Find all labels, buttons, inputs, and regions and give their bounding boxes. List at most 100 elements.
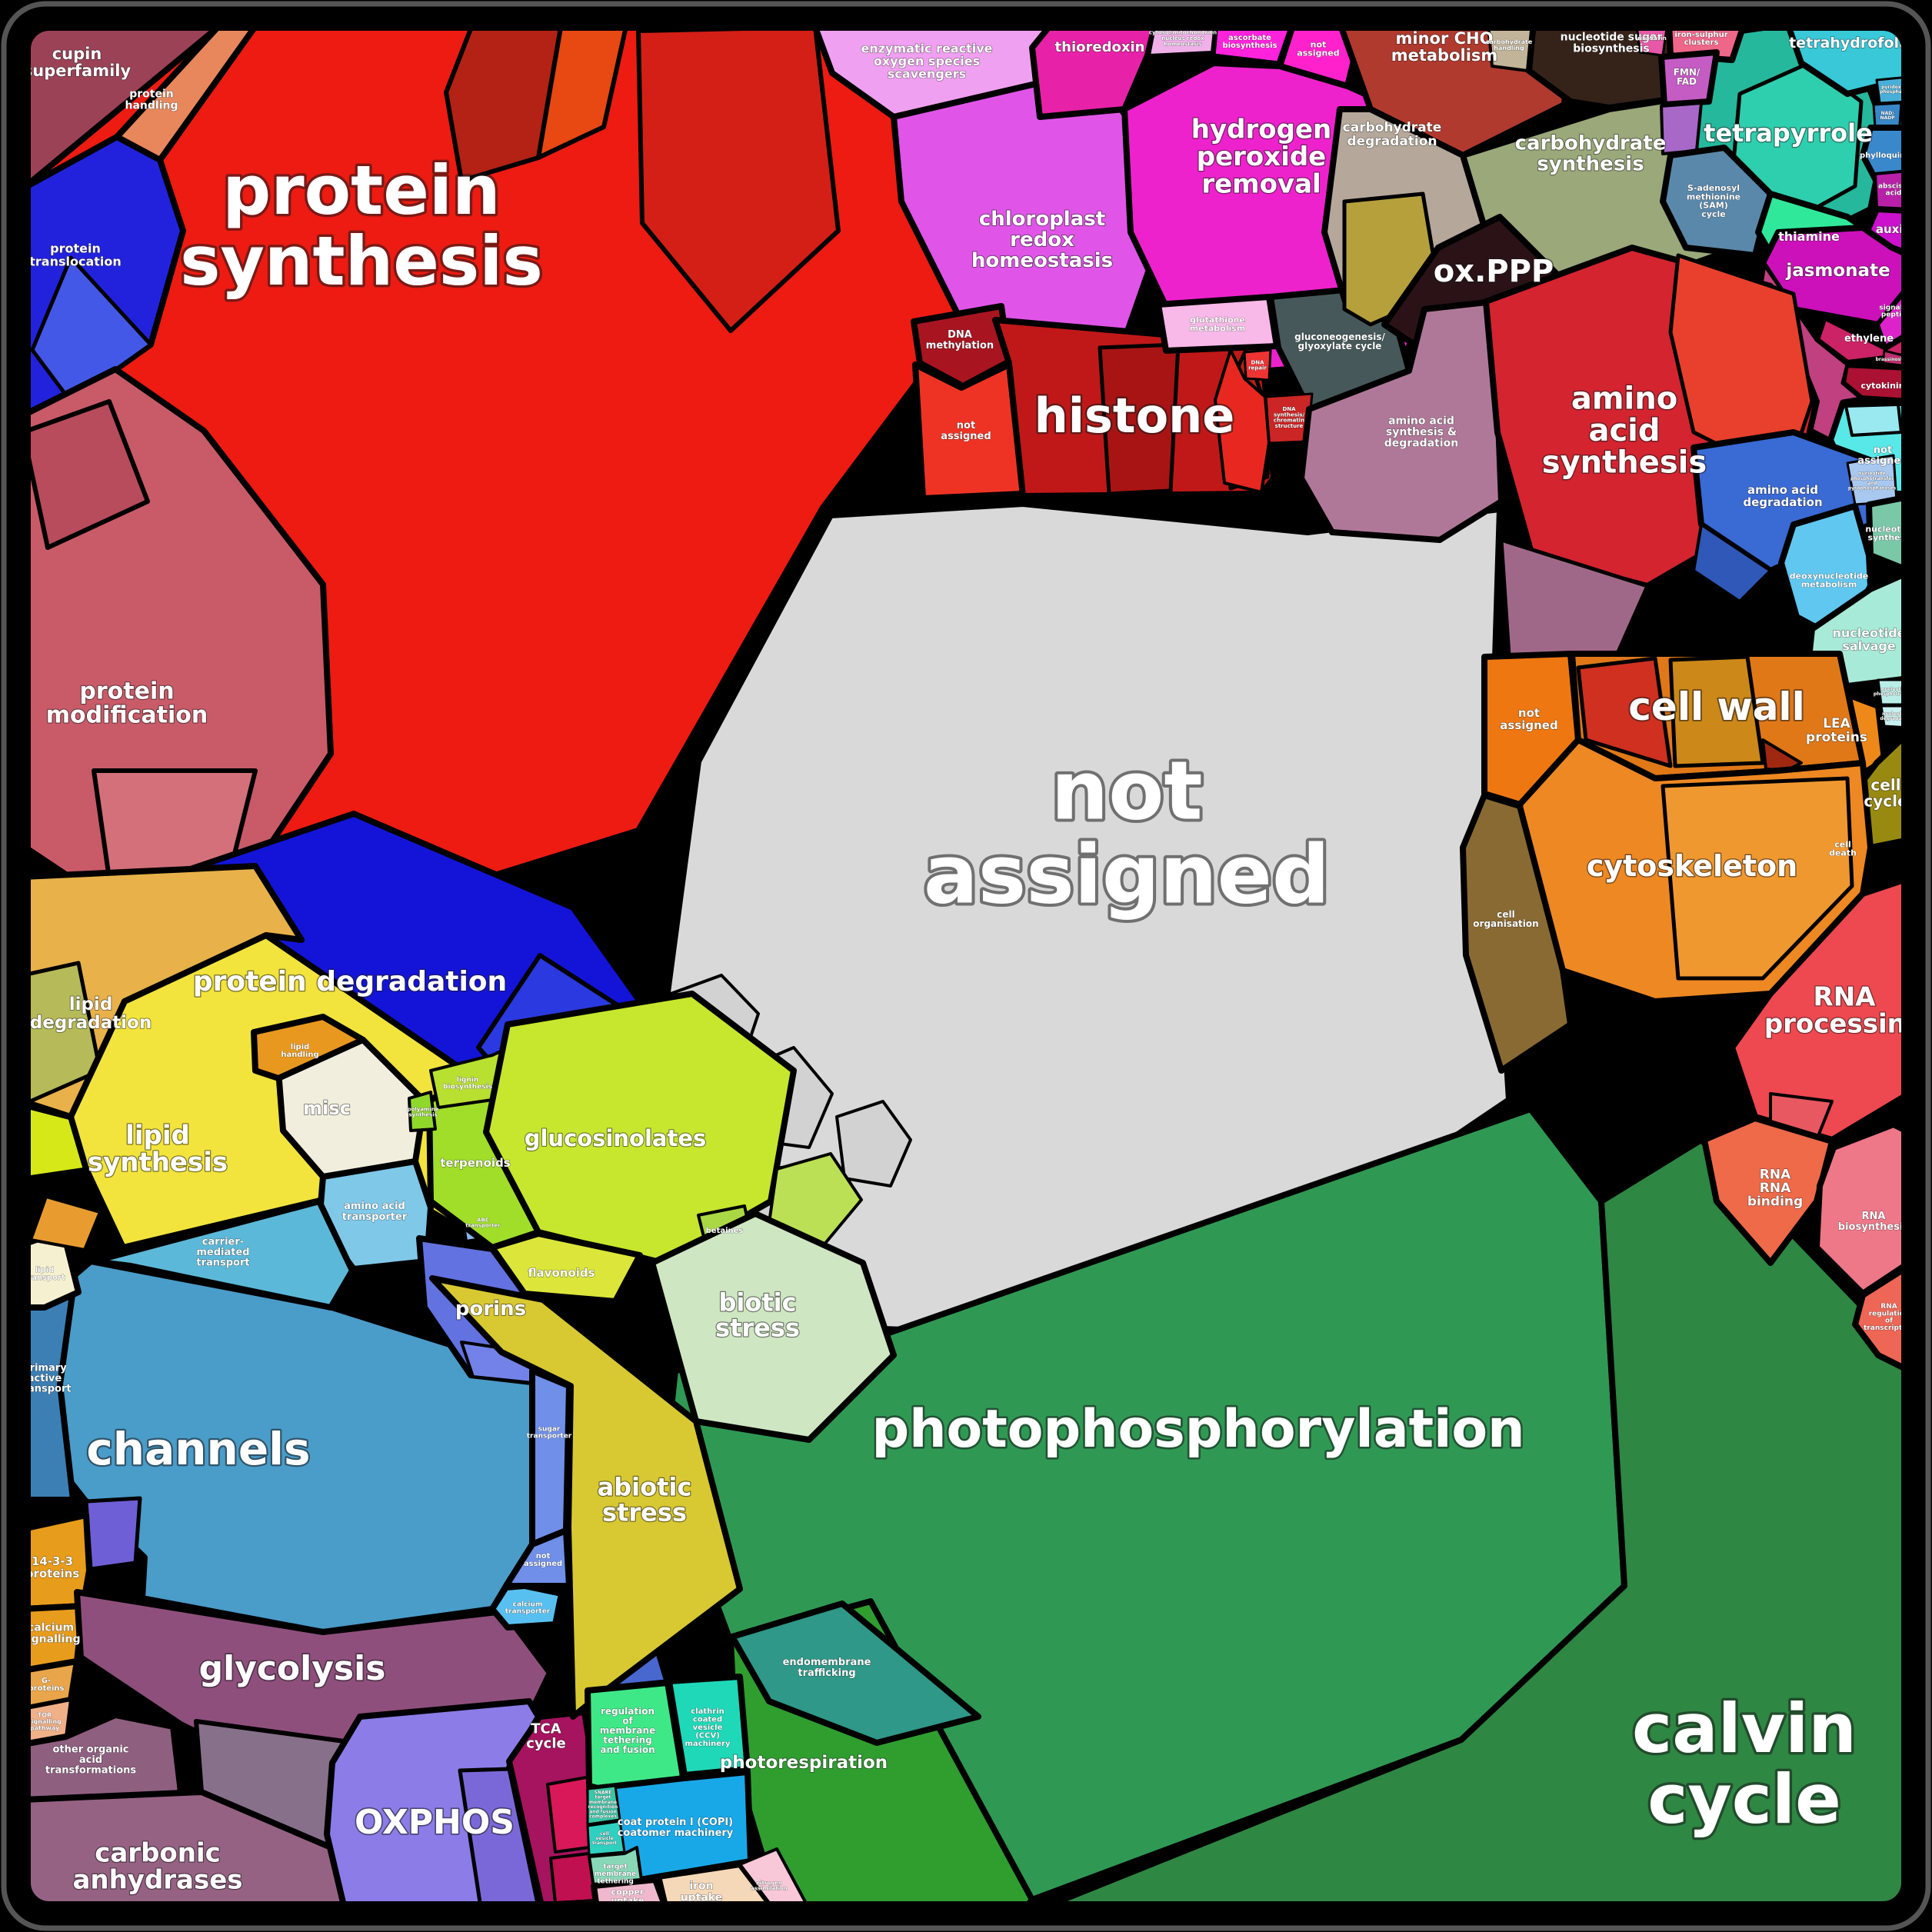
label-terpenoids: terpenoids (440, 1156, 511, 1170)
cell-cytoskeleton-sub[interactable] (1661, 776, 1854, 981)
label-nitrogen-assimilation: nitrogen assimilation (751, 1880, 788, 1891)
label-tca-cycle: TCA cycle (526, 1721, 565, 1752)
label-deoxynucleotide-metabolism: deoxynucleotide metabolism (1790, 571, 1869, 589)
cell-cell-organisation[interactable] (1460, 792, 1574, 1074)
label-amino-acid-transporter: amino acid transporter (342, 1201, 408, 1223)
label-nucleotide-phosphotransfer: nucleotide phosphotransfer (1874, 686, 1917, 696)
label-rna-biosynthesis: RNA biosynthesis (1838, 1211, 1910, 1233)
label-cupin-superfamily: cupin superfamily (23, 45, 132, 80)
label-polyamine-synthesis: polyamine synthesis (408, 1106, 439, 1118)
label-tor-signalling-pathway: TOR signalling pathway (28, 1711, 62, 1731)
label-porins: porins (455, 1297, 526, 1321)
label-other-organic-acid-transformations: other organic acid transformations (45, 1744, 137, 1776)
cell-not-assigned-red-frag[interactable] (1214, 348, 1271, 494)
label-nucleotide-salvage: nucleotide salvage (1832, 625, 1905, 653)
label-calcium-transporter: calcium transporter (505, 1601, 551, 1615)
cell-channels-violet-frag[interactable] (84, 1496, 142, 1571)
cell-not-assigned-cyan-frag[interactable] (1844, 403, 1903, 437)
label-not-assigned-red: not assigned (941, 420, 991, 442)
label-lea-proteins: LEA proteins (1806, 716, 1867, 745)
label-endomembrane-trafficking: endomembrane trafficking (783, 1657, 871, 1679)
cell-calcium-transporter[interactable] (489, 1583, 565, 1631)
cell-lipid-transport-frag[interactable] (29, 1195, 102, 1251)
label-not-assigned-transport: not assigned (524, 1552, 562, 1568)
label-not-assigned-magenta: not assigned (1297, 39, 1339, 58)
label-not-assigned-cyan: not assigned (1857, 445, 1907, 467)
label-lipid-degradation: lipid degradation (30, 994, 152, 1033)
cell-cell-wall-sub-red[interactable] (1576, 656, 1673, 768)
label-enzymatic-ros-scavengers: enzymatic reactive oxygen species scavenge… (861, 41, 992, 81)
label-ascorbate-biosynthesis: ascorbate biosynthesis (1222, 34, 1277, 50)
cell-amino-acid-synthesis-degradation[interactable] (1298, 298, 1504, 543)
label-cell-vesicle-transport: cell vesicle transport (592, 1830, 617, 1845)
label-amino-acid-synthesis: amino acid synthesis (1542, 381, 1707, 480)
cells-layer (20, 20, 1912, 1912)
label-tetrahydrofolate: tetrahydrofolate (1789, 35, 1926, 52)
label-nad-nadp: NAD/NADP (1880, 110, 1895, 120)
label-amino-acid-degradation: amino acid degradation (1743, 483, 1822, 509)
label-regulation-membrane-tethering-fusion: regulation of membrane tethering and fusion (600, 1706, 655, 1755)
label-carbohydrate-synthesis: carbohydrate synthesis (1515, 132, 1667, 175)
cell-snare-complexes[interactable] (586, 1784, 621, 1826)
cell-sugar-transporter[interactable] (529, 1367, 572, 1547)
label-channels: channels (86, 1423, 310, 1475)
cell-dna-repair[interactable] (1243, 348, 1272, 381)
cell-clathrin-ccv-machinery[interactable] (666, 1674, 751, 1778)
label-dna-methylation: DNA methylation (926, 329, 994, 351)
label-flavonoids: flavonoids (528, 1266, 595, 1280)
label-abscisic-acid: abscisic acid (1878, 182, 1909, 197)
label-protein-14-3-3: 14-3-3 proteins (25, 1554, 80, 1581)
label-chloroplast-redox-homeostasis: chloroplast redox homeostasis (971, 207, 1113, 271)
label-cytokinin: cytokinin (1860, 381, 1904, 391)
cell-polyamine-synthesis[interactable] (408, 1091, 437, 1132)
label-calcium-signalling: calcium signalling (22, 1622, 81, 1646)
label-ox-ppp: ox.PPP (1434, 254, 1554, 289)
label-cell-cycle: cell cycle (1864, 775, 1907, 810)
cell-histone-frag-1[interactable] (1098, 342, 1181, 496)
cell-lime-frag[interactable] (768, 1152, 863, 1247)
label-nucleotide-pp-pyrophosphatases: nucleotide phosphotransfer and pyrophosphat… (1848, 471, 1897, 491)
cell-fmn-fad[interactable] (1658, 49, 1720, 108)
label-cytoskeleton: cytoskeleton (1587, 849, 1797, 883)
label-protein-handling: protein handling (125, 88, 178, 112)
label-fmn-fad: FMN/FAD (1674, 66, 1700, 86)
label-lignin-biosynthesis: lignin biosynthesis (443, 1076, 492, 1091)
cell-vitamin-frag[interactable] (1660, 102, 1703, 155)
cell-sam-cycle[interactable] (1660, 145, 1774, 258)
label-amino-acid-synthesis-degradation: amino acid synthesis & degradation (1384, 415, 1458, 449)
cell-rna-processing[interactable] (1729, 875, 1912, 1143)
label-carrier-mediated-transport: carrier-mediated transport (196, 1236, 249, 1268)
cell-not-assigned-bubble-5[interactable] (835, 1100, 912, 1188)
label-protein-modification: protein modification (46, 678, 208, 728)
label-glucosinolates: glucosinolates (525, 1125, 707, 1151)
label-target-membrane-tethering: target membrane tethering (595, 1863, 636, 1885)
label-riboflavin: riboflavin (1637, 35, 1667, 42)
label-lipid-synthesis: lipid synthesis (88, 1120, 228, 1178)
label-abc-transporter: ABC transporter (465, 1217, 501, 1228)
label-photorespiration: photorespiration (720, 1753, 888, 1773)
label-glutathione-metabolism: glutathione metabolism (1190, 315, 1246, 333)
label-rna-rna-binding: RNA RNA binding (1747, 1167, 1803, 1209)
cell-amino-acid-degradation-frag[interactable] (1692, 523, 1772, 603)
label-rna-regulation-of-transcription: RNA regulation of transcription (1864, 1302, 1914, 1331)
cell-cell-wall-sub-ochre[interactable] (1668, 655, 1765, 768)
cell-endomembrane-trafficking[interactable] (729, 1601, 981, 1746)
label-carbohydrate-handling: carbohydrate handling (1486, 38, 1533, 51)
label-rna-processing: RNA processing (1764, 981, 1924, 1039)
label-clathrin-ccv-machinery: clathrin coated vesicle (CCV) machinery (685, 1707, 731, 1748)
label-brassinosteroid: brassinosteroid (1876, 357, 1917, 362)
label-sam-cycle: S-adenosyl methionine (SAM) cycle (1687, 183, 1740, 219)
cell-carrier-mediated-transport[interactable] (91, 1198, 355, 1311)
cell-protein-modification-frag-1[interactable] (21, 399, 150, 550)
cell-not-assigned-transport[interactable] (503, 1527, 572, 1589)
label-carbohydrate-degradation: carbohydrate degradation (1343, 120, 1442, 149)
label-sugar-transporter: sugar transporter (527, 1425, 572, 1440)
cell-lipid-handling[interactable] (251, 1014, 366, 1081)
cell-flavonoids[interactable] (489, 1231, 643, 1304)
label-protein-degradation: protein degradation (193, 966, 507, 998)
label-lipid-handling: lipid handling (281, 1043, 318, 1059)
label-not-assigned-orange: not assigned (1500, 706, 1557, 732)
label-abiotic-stress: abiotic stress (598, 1472, 692, 1527)
label-g-proteins: G-proteins (28, 1677, 64, 1693)
